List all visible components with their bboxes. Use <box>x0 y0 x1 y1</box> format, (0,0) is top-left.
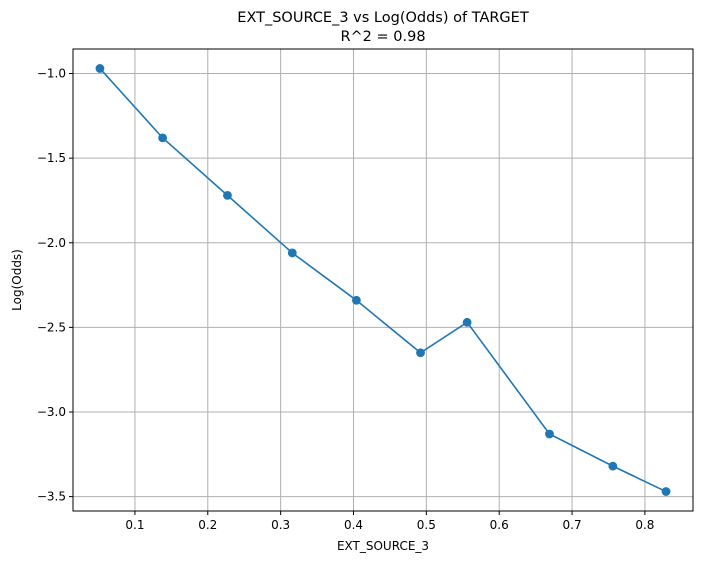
y-tick-label: −2.0 <box>37 236 66 250</box>
x-tick-label: 0.8 <box>635 518 654 532</box>
plot-frame <box>72 48 694 512</box>
y-tick-label: −2.5 <box>37 320 66 334</box>
x-tick-label: 0.7 <box>563 518 582 532</box>
y-tick-label: −3.5 <box>37 490 66 504</box>
y-tick-label: −1.5 <box>37 151 66 165</box>
chart-title: EXT_SOURCE_3 vs Log(Odds) of TARGET <box>237 10 529 26</box>
data-point <box>661 487 671 496</box>
x-tick-label: 0.4 <box>344 518 363 532</box>
data-point <box>158 133 168 143</box>
chart-subtitle: R^2 = 0.98 <box>340 29 425 45</box>
x-axis-label: EXT_SOURCE_3 <box>337 539 429 553</box>
x-tick-label: 0.3 <box>271 518 290 532</box>
x-tick-label: 0.6 <box>490 518 509 532</box>
series-group <box>95 64 671 496</box>
y-tick-label: −3.0 <box>37 405 66 419</box>
data-point <box>287 248 297 258</box>
series-line <box>99 67 667 493</box>
data-point <box>462 317 472 327</box>
y-axis-label: Log(Odds) <box>10 249 24 311</box>
data-point <box>416 348 425 358</box>
data-point <box>223 190 232 200</box>
data-point <box>352 295 361 305</box>
x-tick-label: 0.5 <box>417 518 436 532</box>
x-tick-label: 0.1 <box>125 518 144 532</box>
axis-ticks: 0.1 0.2 0.3 0.4 0.5 0.6 0.7 0.8 −1.0 −1.5 −2.0 −2.5… <box>37 67 655 532</box>
grid-lines <box>73 49 693 511</box>
data-point <box>545 429 554 439</box>
y-tick-label: −1.0 <box>37 67 66 81</box>
data-point <box>95 64 105 73</box>
data-point <box>608 461 618 471</box>
x-tick-label: 0.2 <box>198 518 217 532</box>
